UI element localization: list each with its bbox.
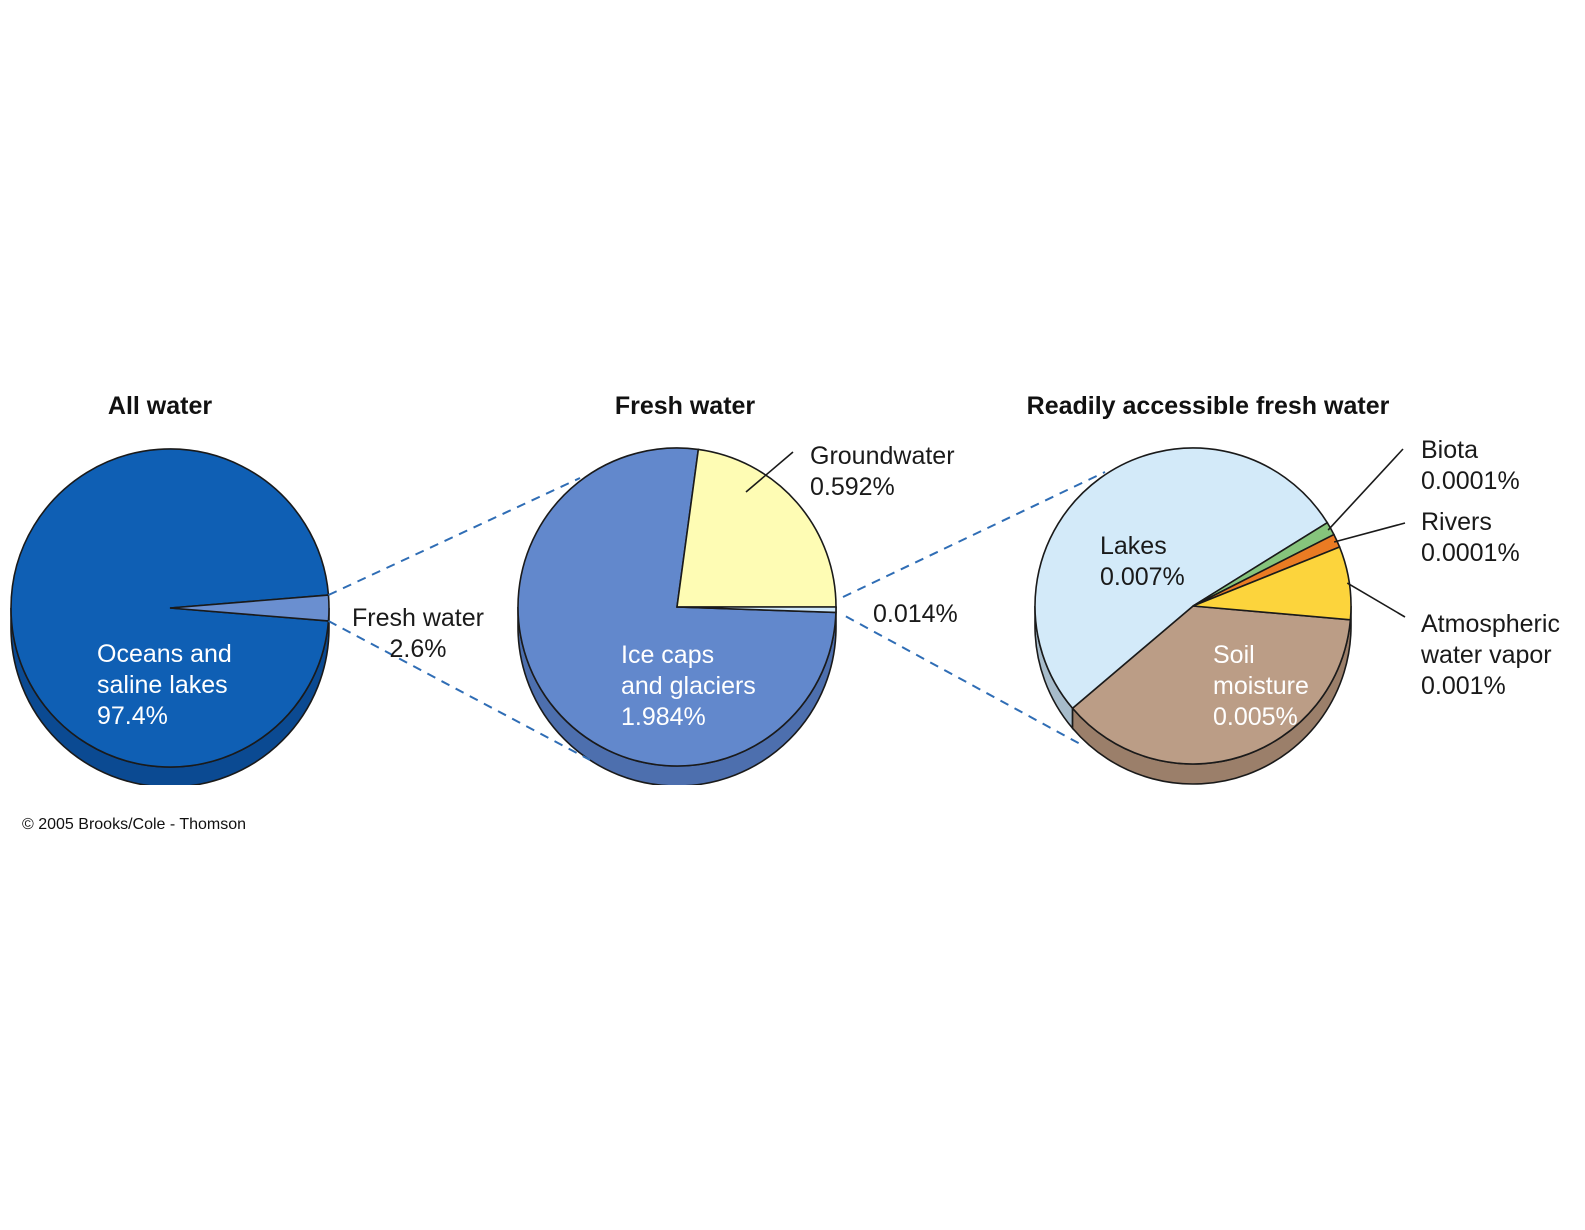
label-ice-caps-and-glaciers-line: and glaciers: [621, 672, 756, 700]
label-soil-moisture-line: moisture: [1213, 672, 1309, 700]
dash-upper-1: [328, 477, 581, 596]
label-fresh-water-line: Fresh water: [352, 604, 484, 632]
label-rivers-line: 0.0001%: [1421, 539, 1520, 567]
slice-readily-accessible: [676, 606, 837, 614]
label-ice-caps-and-glaciers-line: 1.984%: [621, 703, 706, 731]
pie-readily-accessible: [1034, 447, 1352, 785]
dash-upper-2: [842, 471, 1106, 598]
dash-lower-2: [845, 615, 1083, 746]
dash-lower-1: [328, 620, 591, 761]
label-fresh-water: Fresh water 2.6%: [352, 604, 484, 663]
slice-atmospheric-water-vapor: [1192, 545, 1352, 621]
slice-groundwater: [676, 448, 837, 608]
chart-title-fresh-water: Fresh water: [615, 392, 756, 420]
zoom-connector-lines: [328, 471, 1106, 761]
label-oceans-and-saline-lakes-line: 97.4%: [97, 702, 168, 730]
label-oceans-and-saline-lakes: Oceans and saline lakes 97.4%: [97, 640, 232, 730]
copyright-notice: © 2005 Brooks/Cole - Thomson: [22, 816, 246, 833]
slice-labels: Oceans and saline lakes 97.4% Fresh water 2.…: [97, 436, 1560, 731]
chart-title-all-water: All water: [108, 392, 212, 420]
leader-groundwater: [745, 451, 794, 493]
label-leader-lines: [745, 448, 1406, 618]
leader-atmospheric-water-vapor: [1346, 582, 1406, 618]
label-oceans-and-saline-lakes-line: saline lakes: [97, 671, 228, 699]
slice-fresh-water: [169, 594, 330, 622]
leader-rivers: [1333, 522, 1406, 543]
slice-lakes: [1034, 447, 1329, 710]
label-ice-caps-and-glaciers: Ice caps and glaciers 1.984%: [621, 641, 756, 731]
label-groundwater-line: 0.592%: [810, 473, 895, 501]
slice-soil-moisture: [1071, 605, 1352, 765]
label-readily-accessible-percent-line: 0.014%: [873, 600, 958, 628]
pie-fresh-water: [517, 447, 837, 785]
label-soil-moisture-line: Soil: [1213, 641, 1255, 669]
label-lakes-line: 0.007%: [1100, 563, 1185, 591]
label-atmospheric-water-vapor-line: water vapor: [1420, 641, 1552, 669]
leader-biota: [1327, 448, 1404, 531]
label-biota: Biota 0.0001%: [1421, 436, 1520, 495]
pie-all-water: [10, 448, 330, 785]
label-groundwater-line: Groundwater: [810, 442, 955, 470]
label-ice-caps-and-glaciers-line: Ice caps: [621, 641, 714, 669]
label-lakes-line: Lakes: [1100, 532, 1167, 560]
label-rivers-line: Rivers: [1421, 508, 1492, 536]
slice-oceans-and-saline-lakes: [10, 448, 330, 768]
label-atmospheric-water-vapor-line: 0.001%: [1421, 672, 1506, 700]
label-biota-line: 0.0001%: [1421, 467, 1520, 495]
label-soil-moisture-line: 0.005%: [1213, 703, 1298, 731]
label-groundwater: Groundwater 0.592%: [810, 442, 955, 501]
chart-title-readily-accessible: Readily accessible fresh water: [1027, 392, 1390, 420]
label-soil-moisture: Soil moisture 0.005%: [1213, 641, 1309, 731]
label-biota-line: Biota: [1421, 436, 1478, 464]
label-oceans-and-saline-lakes-line: Oceans and: [97, 640, 232, 668]
label-atmospheric-water-vapor-line: Atmospheric: [1421, 610, 1560, 638]
label-fresh-water-line: 2.6%: [390, 635, 447, 663]
label-lakes: Lakes 0.007%: [1100, 532, 1185, 591]
label-atmospheric-water-vapor: Atmospheric water vapor 0.001%: [1420, 610, 1560, 700]
label-readily-accessible-percent: 0.014%: [873, 600, 958, 628]
label-rivers: Rivers 0.0001%: [1421, 508, 1520, 567]
